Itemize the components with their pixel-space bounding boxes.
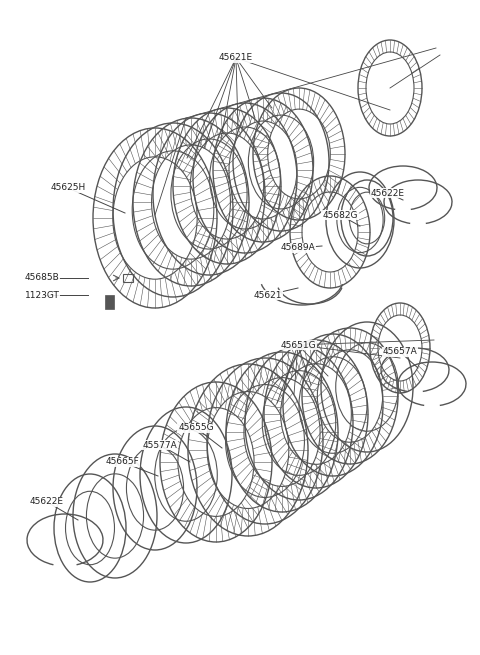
Text: 45622E: 45622E <box>30 498 64 506</box>
Text: 45621: 45621 <box>254 291 282 299</box>
Text: 45622E: 45622E <box>371 189 405 198</box>
Text: 45625H: 45625H <box>50 183 85 193</box>
Text: 1123GT: 1123GT <box>24 291 60 299</box>
Text: 45682G: 45682G <box>322 210 358 219</box>
FancyBboxPatch shape <box>105 295 114 309</box>
Text: 45577A: 45577A <box>143 441 178 449</box>
Text: 45655G: 45655G <box>178 424 214 432</box>
Text: 45689A: 45689A <box>281 244 315 252</box>
Text: 45657A: 45657A <box>383 348 418 356</box>
Text: 45651G: 45651G <box>280 341 316 350</box>
Text: 45621E: 45621E <box>219 54 253 62</box>
Text: 45685B: 45685B <box>24 274 60 282</box>
Text: 45665F: 45665F <box>105 457 139 466</box>
